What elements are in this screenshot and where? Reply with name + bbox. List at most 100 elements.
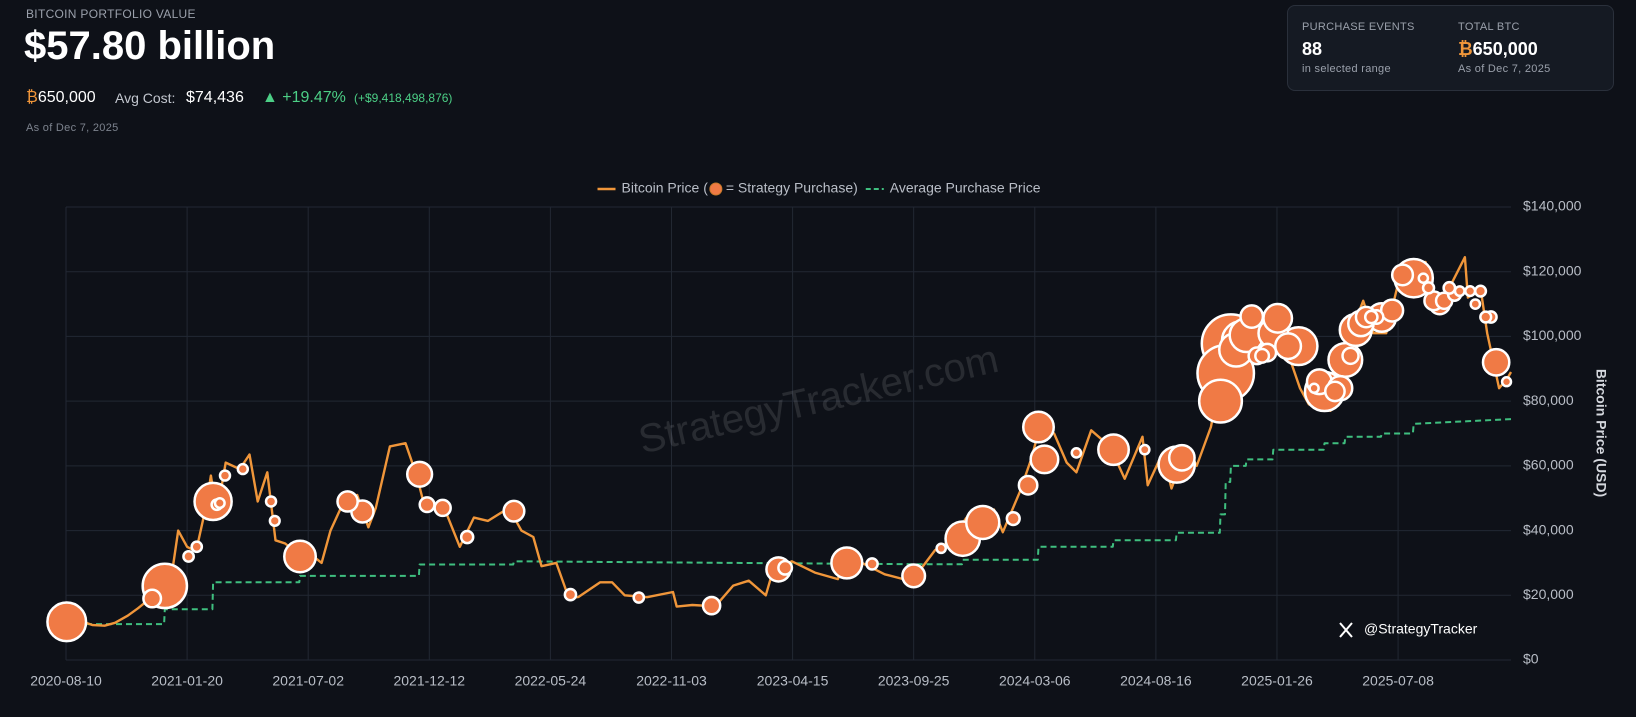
- purchase-bubble: [336, 490, 359, 513]
- stat-label: PURCHASE EVENTS: [1302, 21, 1415, 33]
- legend-label: = Strategy Purchase): [726, 180, 858, 196]
- portfolio-label: BITCOIN PORTFOLIO VALUE: [26, 7, 196, 21]
- handle: @StrategyTracker: [1364, 621, 1478, 637]
- x-tick-label: 2024-08-16: [1120, 673, 1192, 689]
- purchase-bubble: [1070, 447, 1083, 459]
- x-tick-label: 2021-01-20: [151, 673, 223, 689]
- y-tick-label: $40,000: [1523, 521, 1574, 537]
- stat-value: 88: [1302, 39, 1323, 59]
- purchase-bubble: [1442, 280, 1457, 295]
- y-tick-label: $60,000: [1523, 457, 1574, 473]
- stats-card: PURCHASE EVENTS 88 in selected range TOT…: [1287, 5, 1614, 91]
- purchase-bubble: [1254, 347, 1271, 364]
- avg-cost-label: Avg Cost:: [115, 90, 176, 106]
- x-logo: [1339, 622, 1353, 638]
- purchase-bubble: [935, 542, 947, 555]
- purchase-bubble: [236, 462, 250, 476]
- purchase-bubble: [459, 529, 475, 545]
- btc-symbol: ₿: [26, 89, 38, 106]
- purchase-bubble: [1481, 347, 1511, 377]
- legend-label: Average Purchase Price: [890, 180, 1041, 196]
- purchase-bubble: [46, 601, 88, 643]
- holdings: ₿650,000: [26, 89, 96, 107]
- x-tick-label: 2022-11-03: [636, 673, 707, 689]
- purchase-bubble: [777, 559, 794, 576]
- y-tick-label: $0: [1523, 651, 1539, 667]
- change: ▲ +19.47%: [262, 89, 346, 106]
- purchase-bubble: [965, 504, 1001, 541]
- x-tick-label: 2023-09-25: [878, 673, 950, 689]
- avg-cost: $74,436: [186, 89, 244, 106]
- purchase-bubble: [1417, 272, 1430, 285]
- y-tick-label: $80,000: [1523, 392, 1574, 408]
- purchase-bubble: [1390, 263, 1415, 287]
- purchase-bubble: [632, 591, 646, 604]
- purchase-bubble: [1197, 378, 1244, 424]
- purchase-bubble: [1308, 382, 1320, 394]
- stat-label: TOTAL BTC: [1458, 21, 1520, 33]
- y-tick-label: $140,000: [1523, 198, 1582, 214]
- stat-number: 650,000: [1472, 39, 1538, 59]
- purchase-bubble: [1029, 444, 1060, 475]
- purchase-bubble: [182, 550, 195, 563]
- purchase-bubble: [1363, 309, 1379, 325]
- purchase-bubble: [1021, 410, 1055, 444]
- purchase-bubble: [1341, 346, 1360, 366]
- x-tick-label: 2022-05-24: [515, 673, 587, 689]
- holdings-value: 650,000: [37, 89, 96, 106]
- x-tick-label: 2021-07-02: [272, 673, 344, 689]
- stat-value: ₿650,000: [1458, 39, 1538, 60]
- purchase-bubble: [1473, 284, 1488, 298]
- x-tick-label: 2025-01-26: [1241, 673, 1313, 689]
- purchase-bubble: [865, 557, 879, 571]
- purchase-bubble: [433, 498, 452, 518]
- purchase-bubble: [1379, 298, 1405, 323]
- purchase-bubble: [1421, 281, 1436, 295]
- purchase-bubble: [283, 539, 318, 574]
- portfolio-value: $57.80 billion: [24, 24, 276, 68]
- purchase-bubble: [405, 460, 434, 488]
- as-of: As of Dec 7, 2025: [26, 122, 119, 134]
- stat-note: As of Dec 7, 2025: [1458, 63, 1551, 75]
- purchase-bubble: [1017, 474, 1039, 496]
- purchase-bubble: [1239, 304, 1265, 330]
- y-tick-label: $120,000: [1523, 262, 1582, 278]
- purchase-bubble: [1005, 510, 1021, 527]
- purchase-bubble: [264, 495, 278, 508]
- x-tick-label: 2024-03-06: [999, 673, 1071, 689]
- purchase-bubble: [142, 588, 163, 609]
- purchase-bubble: [418, 496, 436, 514]
- legend-bubble: [709, 182, 723, 196]
- x-tick-label: 2021-12-12: [393, 673, 465, 689]
- y-tick-label: $20,000: [1523, 586, 1574, 602]
- stat-note: in selected range: [1302, 63, 1391, 75]
- purchase-bubble: [1464, 285, 1477, 298]
- purchase-bubble: [1138, 443, 1151, 456]
- purchase-bubble: [218, 469, 232, 482]
- purchase-bubble: [1324, 380, 1346, 403]
- x-tick-label: 2020-08-10: [30, 673, 102, 689]
- purchase-bubble: [830, 546, 864, 580]
- purchase-bubble: [1274, 332, 1303, 361]
- purchase-bubble: [563, 587, 578, 602]
- x-tick-label: 2025-07-08: [1362, 673, 1434, 689]
- purchase-bubble: [268, 514, 281, 527]
- watermark: StrategyTracker.com: [634, 337, 1002, 463]
- purchase-bubble: [1453, 285, 1466, 298]
- purchase-bubble: [1262, 302, 1294, 334]
- purchase-bubble: [701, 595, 722, 616]
- y-axis-title: Bitcoin Price (USD): [1593, 369, 1609, 497]
- y-tick-label: $100,000: [1523, 327, 1582, 343]
- btc-symbol: ₿: [1458, 39, 1473, 59]
- legend-label: Bitcoin Price (: [622, 180, 709, 196]
- average-line: [66, 418, 1512, 626]
- x-tick-label: 2023-04-15: [757, 673, 829, 689]
- grid: [65, 206, 1511, 661]
- purchase-bubble: [502, 499, 526, 523]
- purchase-bubble: [213, 497, 226, 510]
- purchase-bubble: [1500, 376, 1513, 388]
- legend: Bitcoin Price ( = Strategy Purchase) Avera…: [597, 180, 1041, 196]
- purchase-bubble: [190, 540, 204, 554]
